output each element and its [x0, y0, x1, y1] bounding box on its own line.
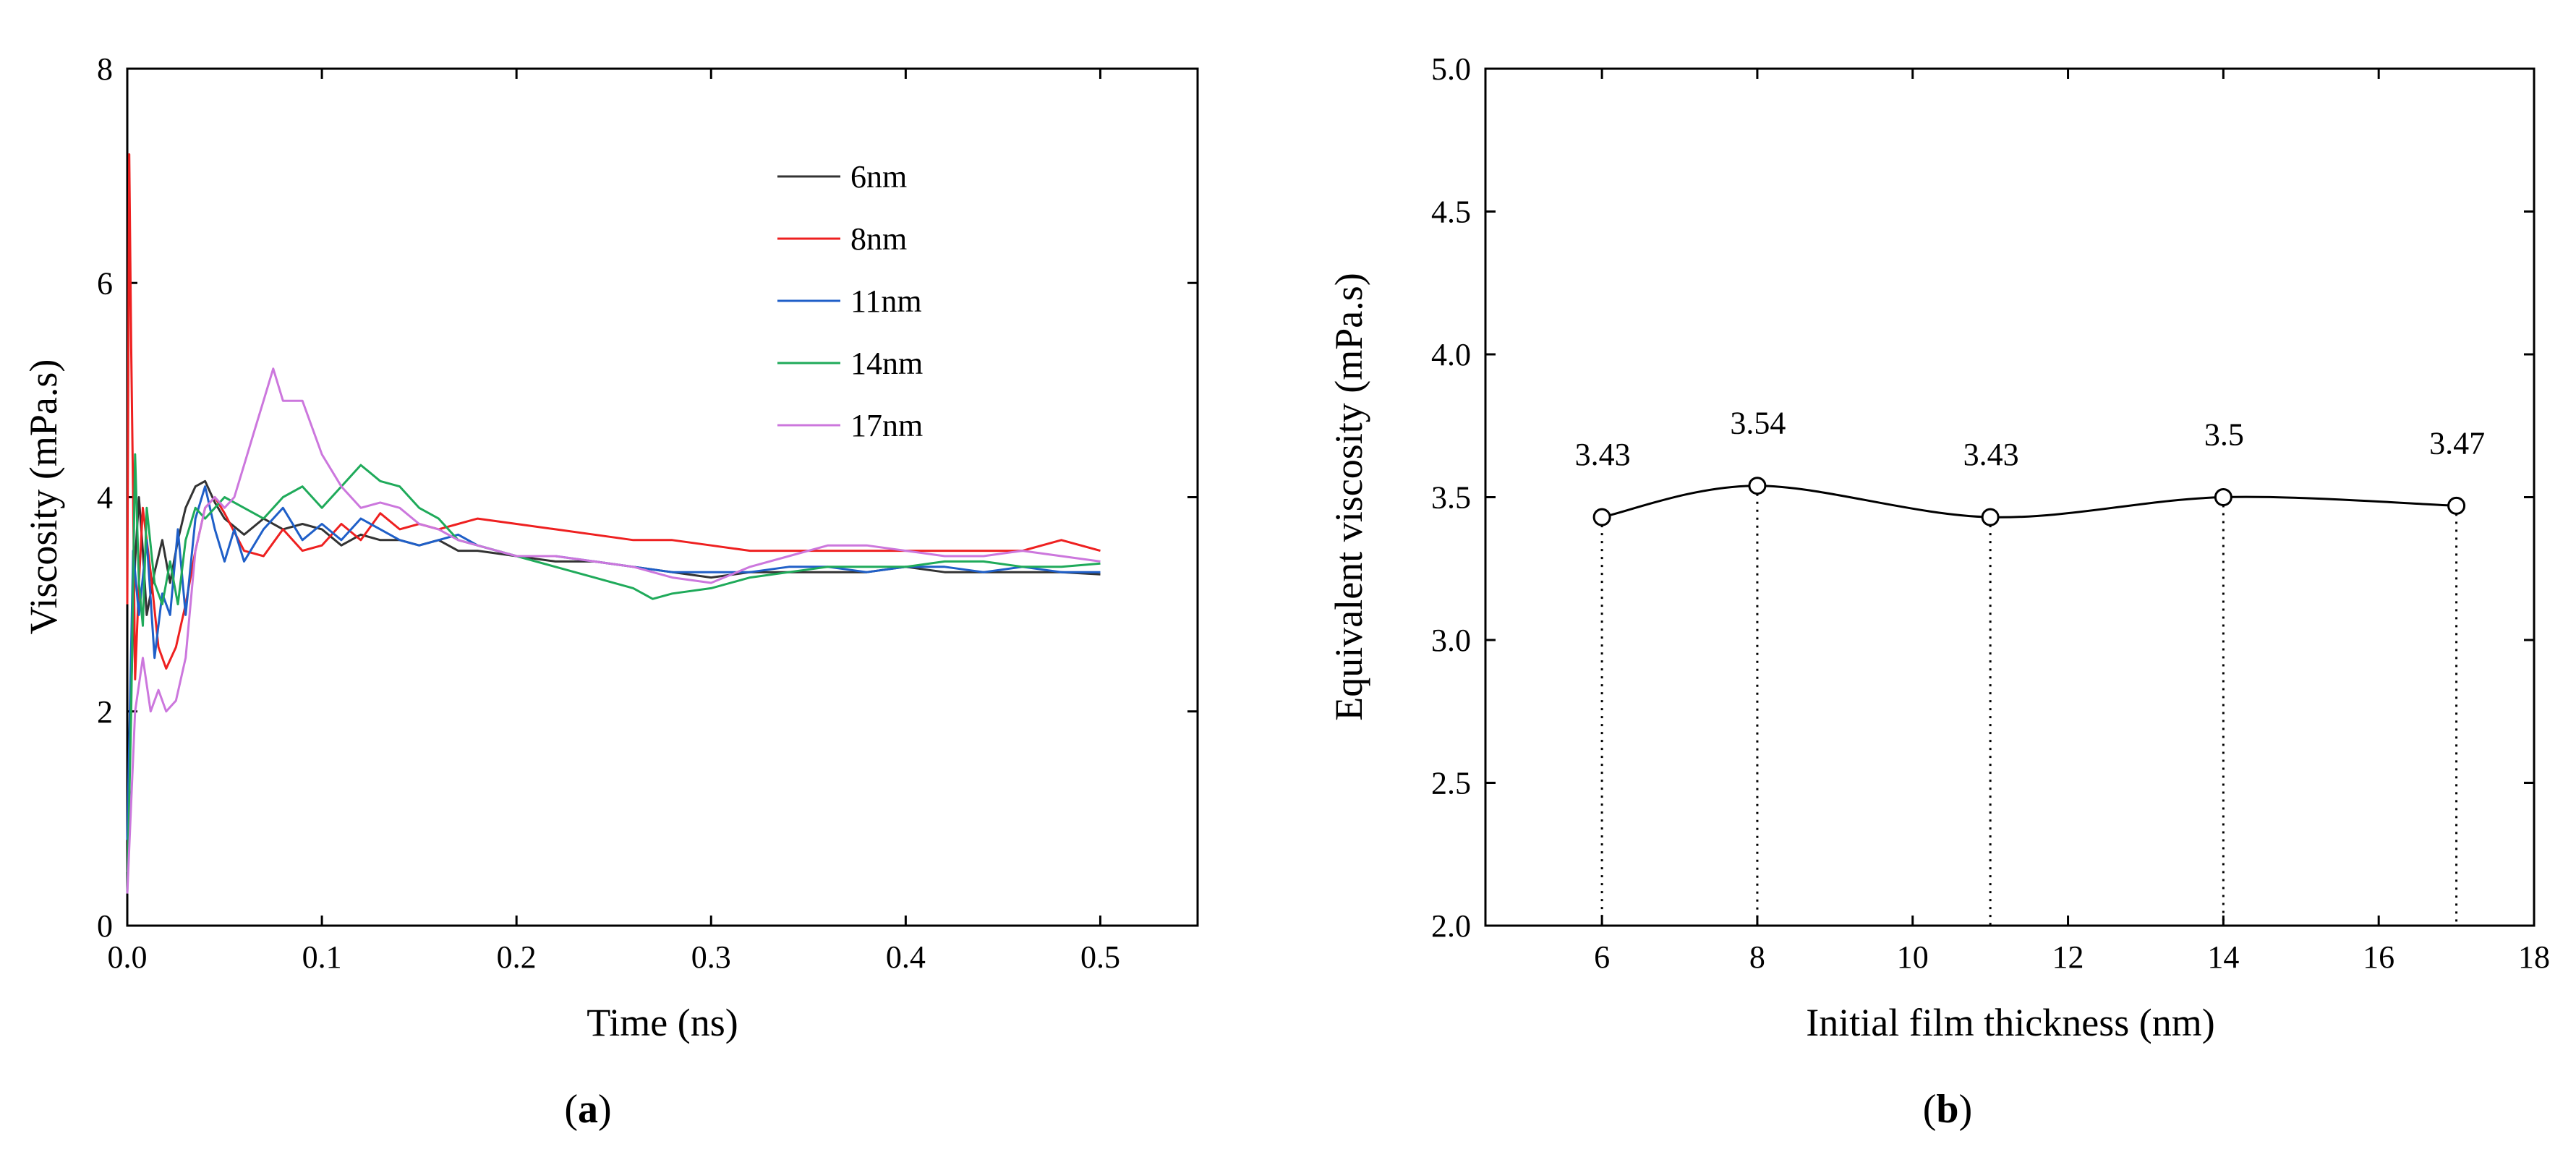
chart-b: 6 8 10 12 14 16 18 2.02.53.03.54.04.55.0 3.433… [1327, 51, 2550, 1132]
series-line-11nm [126, 485, 1101, 840]
a-x-tick-label: 0.2 [497, 939, 537, 975]
data-point [2447, 496, 2466, 515]
chart-b-points [1592, 477, 2466, 526]
b-y-tick-label: 3.0 [1431, 623, 1471, 658]
data-label: 3.43 [1575, 437, 1631, 472]
b-x-tick-label: 8 [1749, 939, 1765, 975]
b-y-tick-label: 4.0 [1431, 337, 1471, 372]
legend-label-11nm: 11nm [850, 283, 922, 319]
a-y-tick-label: 8 [97, 51, 113, 87]
chart-b-plot-frame [1484, 67, 2536, 927]
a-y-tick-label: 6 [97, 265, 113, 301]
a-y-tick-label: 2 [97, 694, 113, 730]
b-y-tick-label: 2.0 [1431, 908, 1471, 944]
data-label: 3.47 [2429, 425, 2485, 461]
b-y-tick-label: 4.5 [1431, 195, 1471, 230]
chart-b-data-labels: 3.43 3.54 3.43 3.5 3.47 [1575, 406, 2485, 472]
data-point [1748, 477, 1767, 495]
b-y-tick-label: 3.5 [1431, 480, 1471, 516]
chart-b-caption-label: b [1936, 1087, 1958, 1132]
a-x-tick-label: 0.4 [886, 939, 926, 975]
chart-a-x-ticks: 0.0 0.1 0.2 0.3 0.4 0.5 [108, 69, 1120, 975]
data-label: 3.5 [2204, 417, 2244, 453]
b-x-tick-label: 10 [1897, 939, 1929, 975]
b-y-tick-label: 2.5 [1431, 766, 1471, 801]
chart-a-legend: 6nm 8nm 11nm 14nm 17nm [777, 159, 923, 443]
legend-label-14nm: 14nm [850, 346, 923, 381]
a-y-tick-label: 4 [97, 480, 113, 516]
data-label: 3.43 [1963, 437, 2019, 472]
chart-a-series [126, 153, 1101, 894]
a-y-tick-label: 0 [97, 908, 113, 944]
data-point [2214, 488, 2232, 506]
chart-a-caption-label: a [578, 1087, 598, 1132]
data-point [1592, 508, 1611, 526]
chart-a-plot-frame [126, 67, 1199, 927]
chart-b-y-axis-label: Equivalent viscosity (mPa.s) [1327, 273, 1370, 720]
series-line-17nm [126, 367, 1101, 894]
series-line-6nm [126, 479, 1101, 872]
legend-label-8nm: 8nm [850, 221, 907, 257]
b-x-tick-label: 14 [2207, 939, 2239, 975]
b-x-tick-label: 18 [2518, 939, 2550, 975]
chart-b-series [1601, 485, 2457, 519]
chart-b-x-ticks: 6 8 10 12 14 16 18 [1594, 69, 2550, 975]
series-line-viscosity [1601, 485, 2457, 519]
series-line-14nm [126, 453, 1101, 894]
series-line-8nm [126, 153, 1101, 680]
b-y-tick-label: 5.0 [1431, 51, 1471, 87]
b-x-tick-label: 12 [2052, 939, 2084, 975]
data-label: 3.54 [1730, 406, 1786, 441]
chart-a: 0.0 0.1 0.2 0.3 0.4 0.5 0 2 4 6 8 6nm 8nm 11nm 14nm 1… [22, 51, 1199, 1132]
a-x-tick-label: 0.5 [1080, 939, 1120, 975]
chart-a-x-axis-label: Time (ns) [587, 1001, 738, 1044]
chart-a-y-ticks: 0 2 4 6 8 [97, 51, 1198, 944]
chart-b-caption: (b) [1923, 1087, 1972, 1132]
a-x-tick-label: 0.0 [108, 939, 148, 975]
chart-b-drop-lines [1600, 485, 2458, 926]
legend-label-6nm: 6nm [850, 159, 907, 195]
a-x-tick-label: 0.3 [691, 939, 731, 975]
chart-a-y-axis-label: Viscosity (mPa.s) [22, 359, 65, 635]
b-x-tick-label: 6 [1594, 939, 1610, 975]
b-x-tick-label: 16 [2363, 939, 2394, 975]
chart-b-x-axis-label: Initial film thickness (nm) [1806, 1001, 2214, 1044]
chart-a-caption: (a) [564, 1087, 611, 1132]
data-point [1981, 508, 2000, 526]
chart-b-y-ticks: 2.0 2.5 3.0 3.5 4.0 4.5 5.0 [1431, 51, 2534, 944]
legend-label-17nm: 17nm [850, 408, 923, 443]
a-x-tick-label: 0.1 [302, 939, 342, 975]
